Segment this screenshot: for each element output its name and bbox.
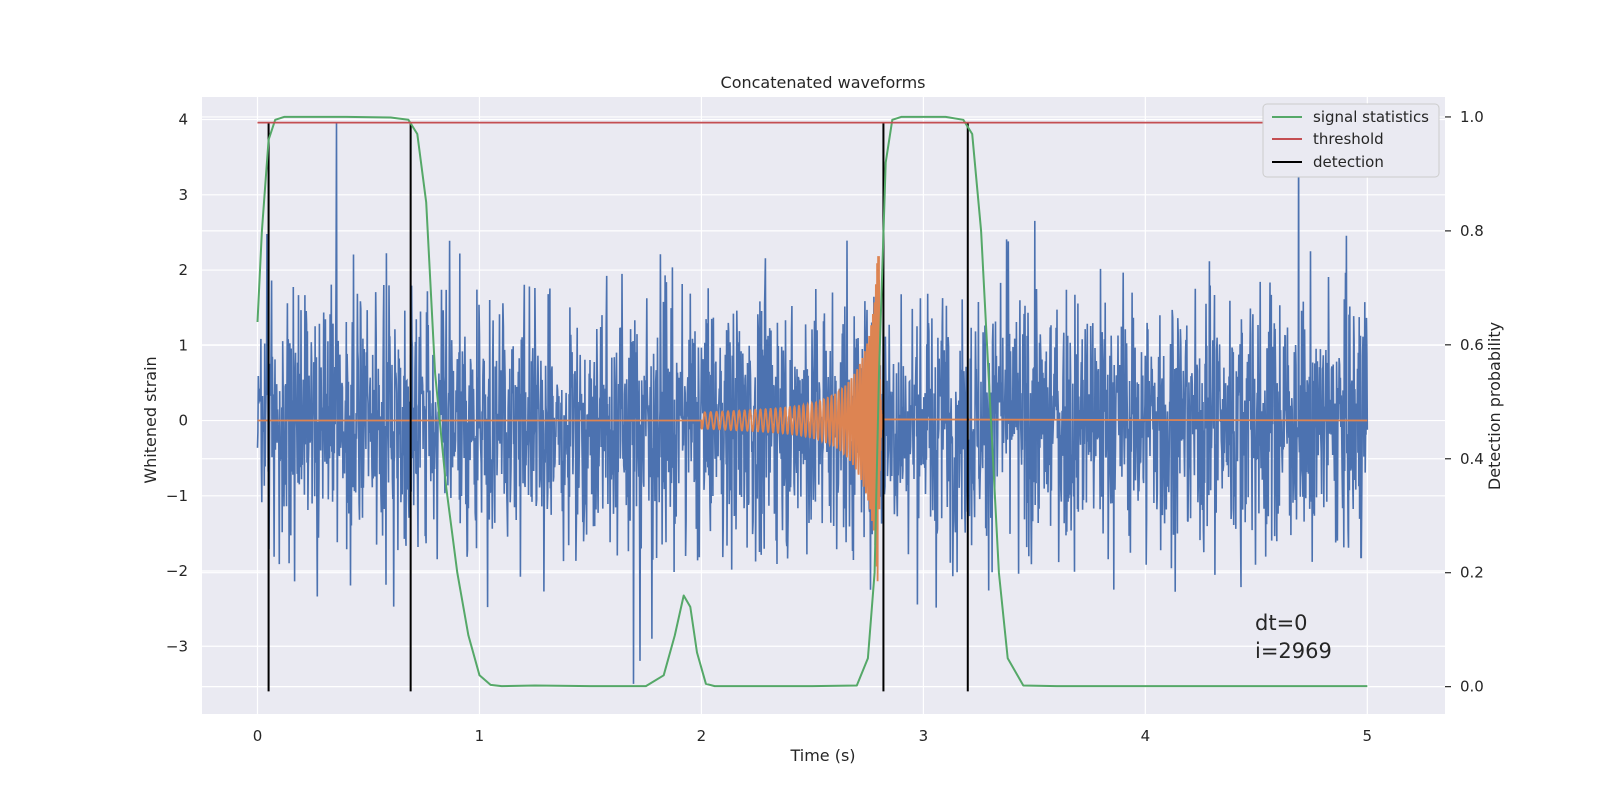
legend-label-signal-statistics: signal statistics xyxy=(1313,108,1429,126)
y-tick-label-left: 4 xyxy=(178,111,188,129)
annotation-index: i=2969 xyxy=(1255,639,1332,663)
y-tick-label-left: −1 xyxy=(166,487,188,505)
noise-line xyxy=(256,123,1369,684)
y-tick-label-left: 2 xyxy=(178,261,188,279)
x-tick-label: 5 xyxy=(1363,727,1373,745)
tick-labels: 0 1 2 3 4 5 −3 −2 −1 0 1 2 3 4 0.0 0.2 0.4 0.6 0.8 1.0 xyxy=(166,108,1484,745)
y-tick-label-right: 0.8 xyxy=(1460,222,1484,240)
y-tick-label-left: 0 xyxy=(178,412,188,430)
chirp-line xyxy=(257,256,1368,582)
x-tick-label: 3 xyxy=(919,727,929,745)
y-tick-label-right: 0.4 xyxy=(1460,450,1484,468)
x-tick-label: 1 xyxy=(475,727,485,745)
y-tick-label-right: 0.0 xyxy=(1460,678,1484,696)
y-axis-label-left: Whitened strain xyxy=(141,356,160,483)
x-axis-label: Time (s) xyxy=(789,746,855,765)
x-tick-label: 0 xyxy=(253,727,263,745)
y-tick-label-right: 0.6 xyxy=(1460,336,1484,354)
legend: signal statistics threshold detection xyxy=(1262,103,1440,178)
y-tick-label-left: −2 xyxy=(166,562,188,580)
legend-label-detection: detection xyxy=(1313,153,1384,171)
detection-lines xyxy=(267,123,969,692)
y-tick-label-left: 3 xyxy=(178,186,188,204)
chart-title: Concatenated waveforms xyxy=(721,73,926,92)
y-tick-label-left: 1 xyxy=(178,336,188,354)
y-axis-label-right: Detection probability xyxy=(1485,322,1504,490)
x-tick-label: 2 xyxy=(697,727,707,745)
annotation-dt: dt=0 xyxy=(1255,611,1308,635)
legend-box xyxy=(1262,103,1440,178)
x-tick-label: 4 xyxy=(1141,727,1151,745)
chirp-series xyxy=(257,256,1368,582)
legend-label-threshold: threshold xyxy=(1313,130,1384,148)
y-tick-label-right: 1.0 xyxy=(1460,108,1484,126)
noise-series xyxy=(256,123,1369,684)
y-tick-label-right: 0.2 xyxy=(1460,564,1484,582)
y-tick-label-left: −3 xyxy=(166,637,188,655)
